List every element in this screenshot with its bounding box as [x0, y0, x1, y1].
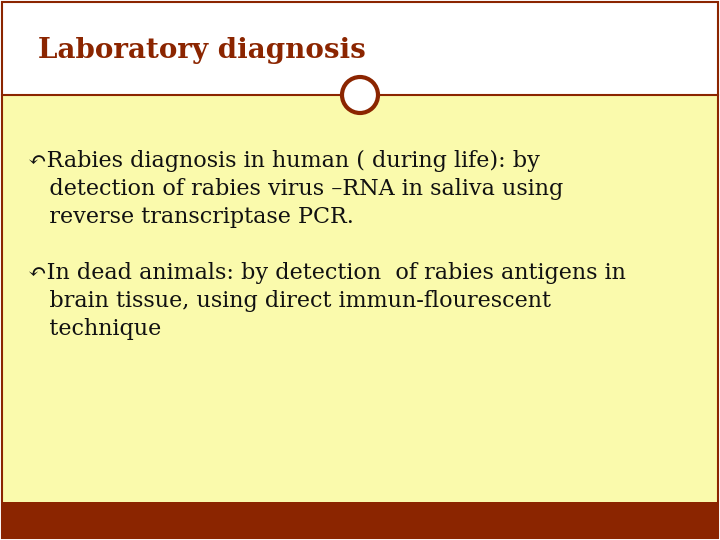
- Text: ↶In dead animals: by detection  of rabies antigens in: ↶In dead animals: by detection of rabies…: [28, 262, 626, 284]
- Text: technique: technique: [28, 318, 161, 340]
- Bar: [2, 502, 718, 538]
- Text: detection of rabies virus –RNA in saliva using: detection of rabies virus –RNA in saliva…: [28, 178, 563, 200]
- Text: brain tissue, using direct immun-flourescent: brain tissue, using direct immun-floures…: [28, 290, 551, 312]
- Text: Laboratory diagnosis: Laboratory diagnosis: [38, 37, 366, 64]
- Text: reverse transcriptase PCR.: reverse transcriptase PCR.: [28, 206, 354, 228]
- Text: ↶Rabies diagnosis in human ( during life): by: ↶Rabies diagnosis in human ( during life…: [28, 150, 540, 172]
- Circle shape: [342, 77, 378, 113]
- Bar: [2, 2, 718, 95]
- Bar: [2, 95, 718, 502]
